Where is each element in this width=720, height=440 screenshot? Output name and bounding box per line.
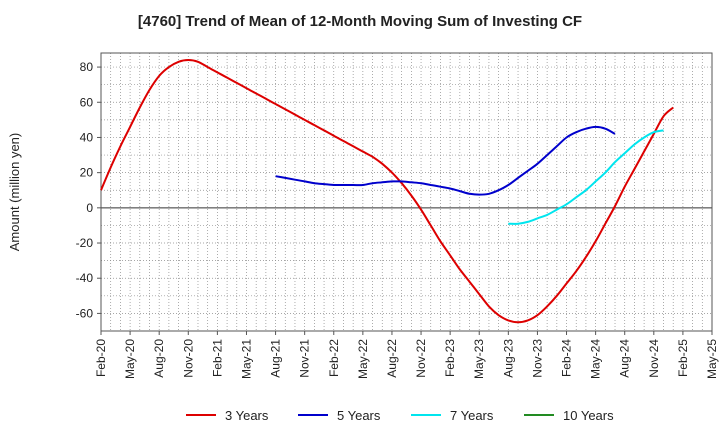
x-tick-label: May-22 bbox=[356, 339, 370, 379]
x-tick-label: Aug-22 bbox=[385, 339, 399, 378]
legend-label: 7 Years bbox=[450, 408, 494, 423]
x-tick-label: Aug-24 bbox=[618, 339, 632, 378]
y-axis: 80 60 40 20 0 -20 -40 -60 bbox=[76, 60, 101, 320]
y-tick-label: 20 bbox=[80, 166, 94, 180]
x-tick-label: Feb-21 bbox=[210, 339, 224, 377]
x-tick-label: May-23 bbox=[472, 339, 486, 379]
y-tick-label: -40 bbox=[76, 271, 94, 285]
plot-frame bbox=[100, 52, 713, 332]
x-tick-label: Feb-22 bbox=[327, 339, 341, 377]
legend-label: 10 Years bbox=[563, 408, 614, 423]
y-axis-label: Amount (million yen) bbox=[7, 133, 22, 252]
x-tick-label: Aug-20 bbox=[152, 339, 166, 378]
x-tick-label: Nov-21 bbox=[298, 339, 312, 378]
x-tick-label: Feb-24 bbox=[560, 339, 574, 377]
series-line-7-years bbox=[508, 129, 664, 225]
series-line-5-years bbox=[275, 125, 616, 196]
x-tick-label: May-21 bbox=[239, 339, 253, 379]
x-tick-label: Feb-20 bbox=[94, 339, 108, 377]
series-lines bbox=[100, 59, 674, 324]
x-tick-label: Nov-22 bbox=[414, 339, 428, 378]
grid bbox=[101, 53, 712, 331]
y-tick-label: 60 bbox=[80, 95, 94, 109]
x-tick-label: May-20 bbox=[123, 339, 137, 379]
x-tick-label: Nov-24 bbox=[647, 339, 661, 378]
x-tick-label: Feb-25 bbox=[676, 339, 690, 377]
x-tick-label: Nov-20 bbox=[181, 339, 195, 378]
series-line-3-years bbox=[100, 59, 674, 324]
legend-label: 3 Years bbox=[225, 408, 269, 423]
x-tick-label: Feb-23 bbox=[443, 339, 457, 377]
x-tick-label: Nov-23 bbox=[530, 339, 544, 378]
x-tick-label: May-25 bbox=[705, 339, 719, 379]
y-tick-label: 40 bbox=[80, 130, 94, 144]
chart-title: [4760] Trend of Mean of 12-Month Moving … bbox=[137, 13, 583, 30]
x-tick-label: Aug-23 bbox=[501, 339, 515, 378]
x-tick-label: Aug-21 bbox=[269, 339, 283, 378]
x-axis: Feb-20 May-20 Aug-20 Nov-20 Feb-21 May-21 Aug-… bbox=[94, 331, 719, 379]
legend: 3 Years 5 Years 7 Years 10 Years bbox=[186, 408, 614, 423]
x-tick-label: May-24 bbox=[589, 339, 603, 379]
y-tick-label: 80 bbox=[80, 60, 94, 74]
y-tick-label: -20 bbox=[76, 236, 94, 250]
y-tick-label: -60 bbox=[76, 306, 94, 320]
y-tick-label: 0 bbox=[86, 201, 93, 215]
legend-label: 5 Years bbox=[337, 408, 381, 423]
